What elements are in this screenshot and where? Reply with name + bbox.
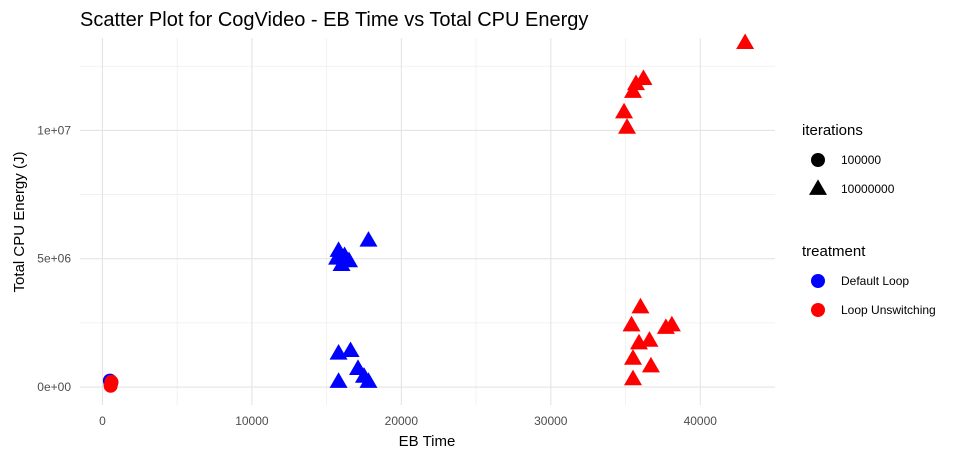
data-point-triangle <box>341 341 360 358</box>
x-tick-label: 20000 <box>385 414 419 428</box>
data-point-triangle <box>641 356 660 373</box>
y-tick-label: 0e+00 <box>37 380 71 394</box>
data-point-triangle <box>662 315 681 332</box>
chart-title: Scatter Plot for CogVideo - EB Time vs T… <box>80 9 588 31</box>
legend-title: treatment <box>802 243 866 260</box>
x-axis-ticks: 0 10000 20000 30000 40000 <box>99 414 717 428</box>
data-point-triangle <box>624 82 643 98</box>
legend-label: Default Loop <box>841 274 909 288</box>
data-point-triangle <box>340 251 359 268</box>
legend-label: 10000000 <box>841 182 895 196</box>
grid <box>80 38 775 405</box>
data-point-triangle <box>615 102 634 119</box>
legend-key-circle <box>811 153 825 167</box>
data-point-triangle <box>624 349 643 365</box>
data-point-triangle <box>736 33 755 50</box>
x-axis-title: EB Time <box>399 433 456 450</box>
data-points <box>102 33 755 393</box>
data-point-triangle <box>359 231 378 247</box>
x-tick-label: 0 <box>99 414 106 428</box>
legend-key-circle <box>811 303 825 317</box>
data-point-circle <box>103 378 118 393</box>
y-axis-title: Total CPU Energy (J) <box>11 152 28 293</box>
legend-title: iterations <box>802 122 863 139</box>
legend: iterations 100000 10000000 treatment Default… <box>802 122 936 317</box>
data-point-triangle <box>629 333 648 350</box>
legend-key-triangle <box>809 179 827 195</box>
legend-key-circle <box>811 274 825 288</box>
x-tick-label: 30000 <box>534 414 568 428</box>
data-point-triangle <box>329 372 348 388</box>
data-point-triangle <box>631 297 650 314</box>
y-axis-ticks: 0e+00 5e+06 1e+07 <box>37 123 71 394</box>
y-tick-label: 1e+07 <box>37 123 71 137</box>
y-tick-label: 5e+06 <box>37 252 71 266</box>
data-point-triangle <box>622 315 641 332</box>
legend-label: 100000 <box>841 153 881 167</box>
x-tick-label: 40000 <box>684 414 718 428</box>
legend-label: Loop Unswitching <box>841 303 936 317</box>
data-point-triangle <box>618 118 637 134</box>
data-point-triangle <box>624 369 643 386</box>
data-point-triangle <box>640 331 659 347</box>
x-tick-label: 10000 <box>235 414 269 428</box>
data-point-triangle <box>359 372 378 388</box>
